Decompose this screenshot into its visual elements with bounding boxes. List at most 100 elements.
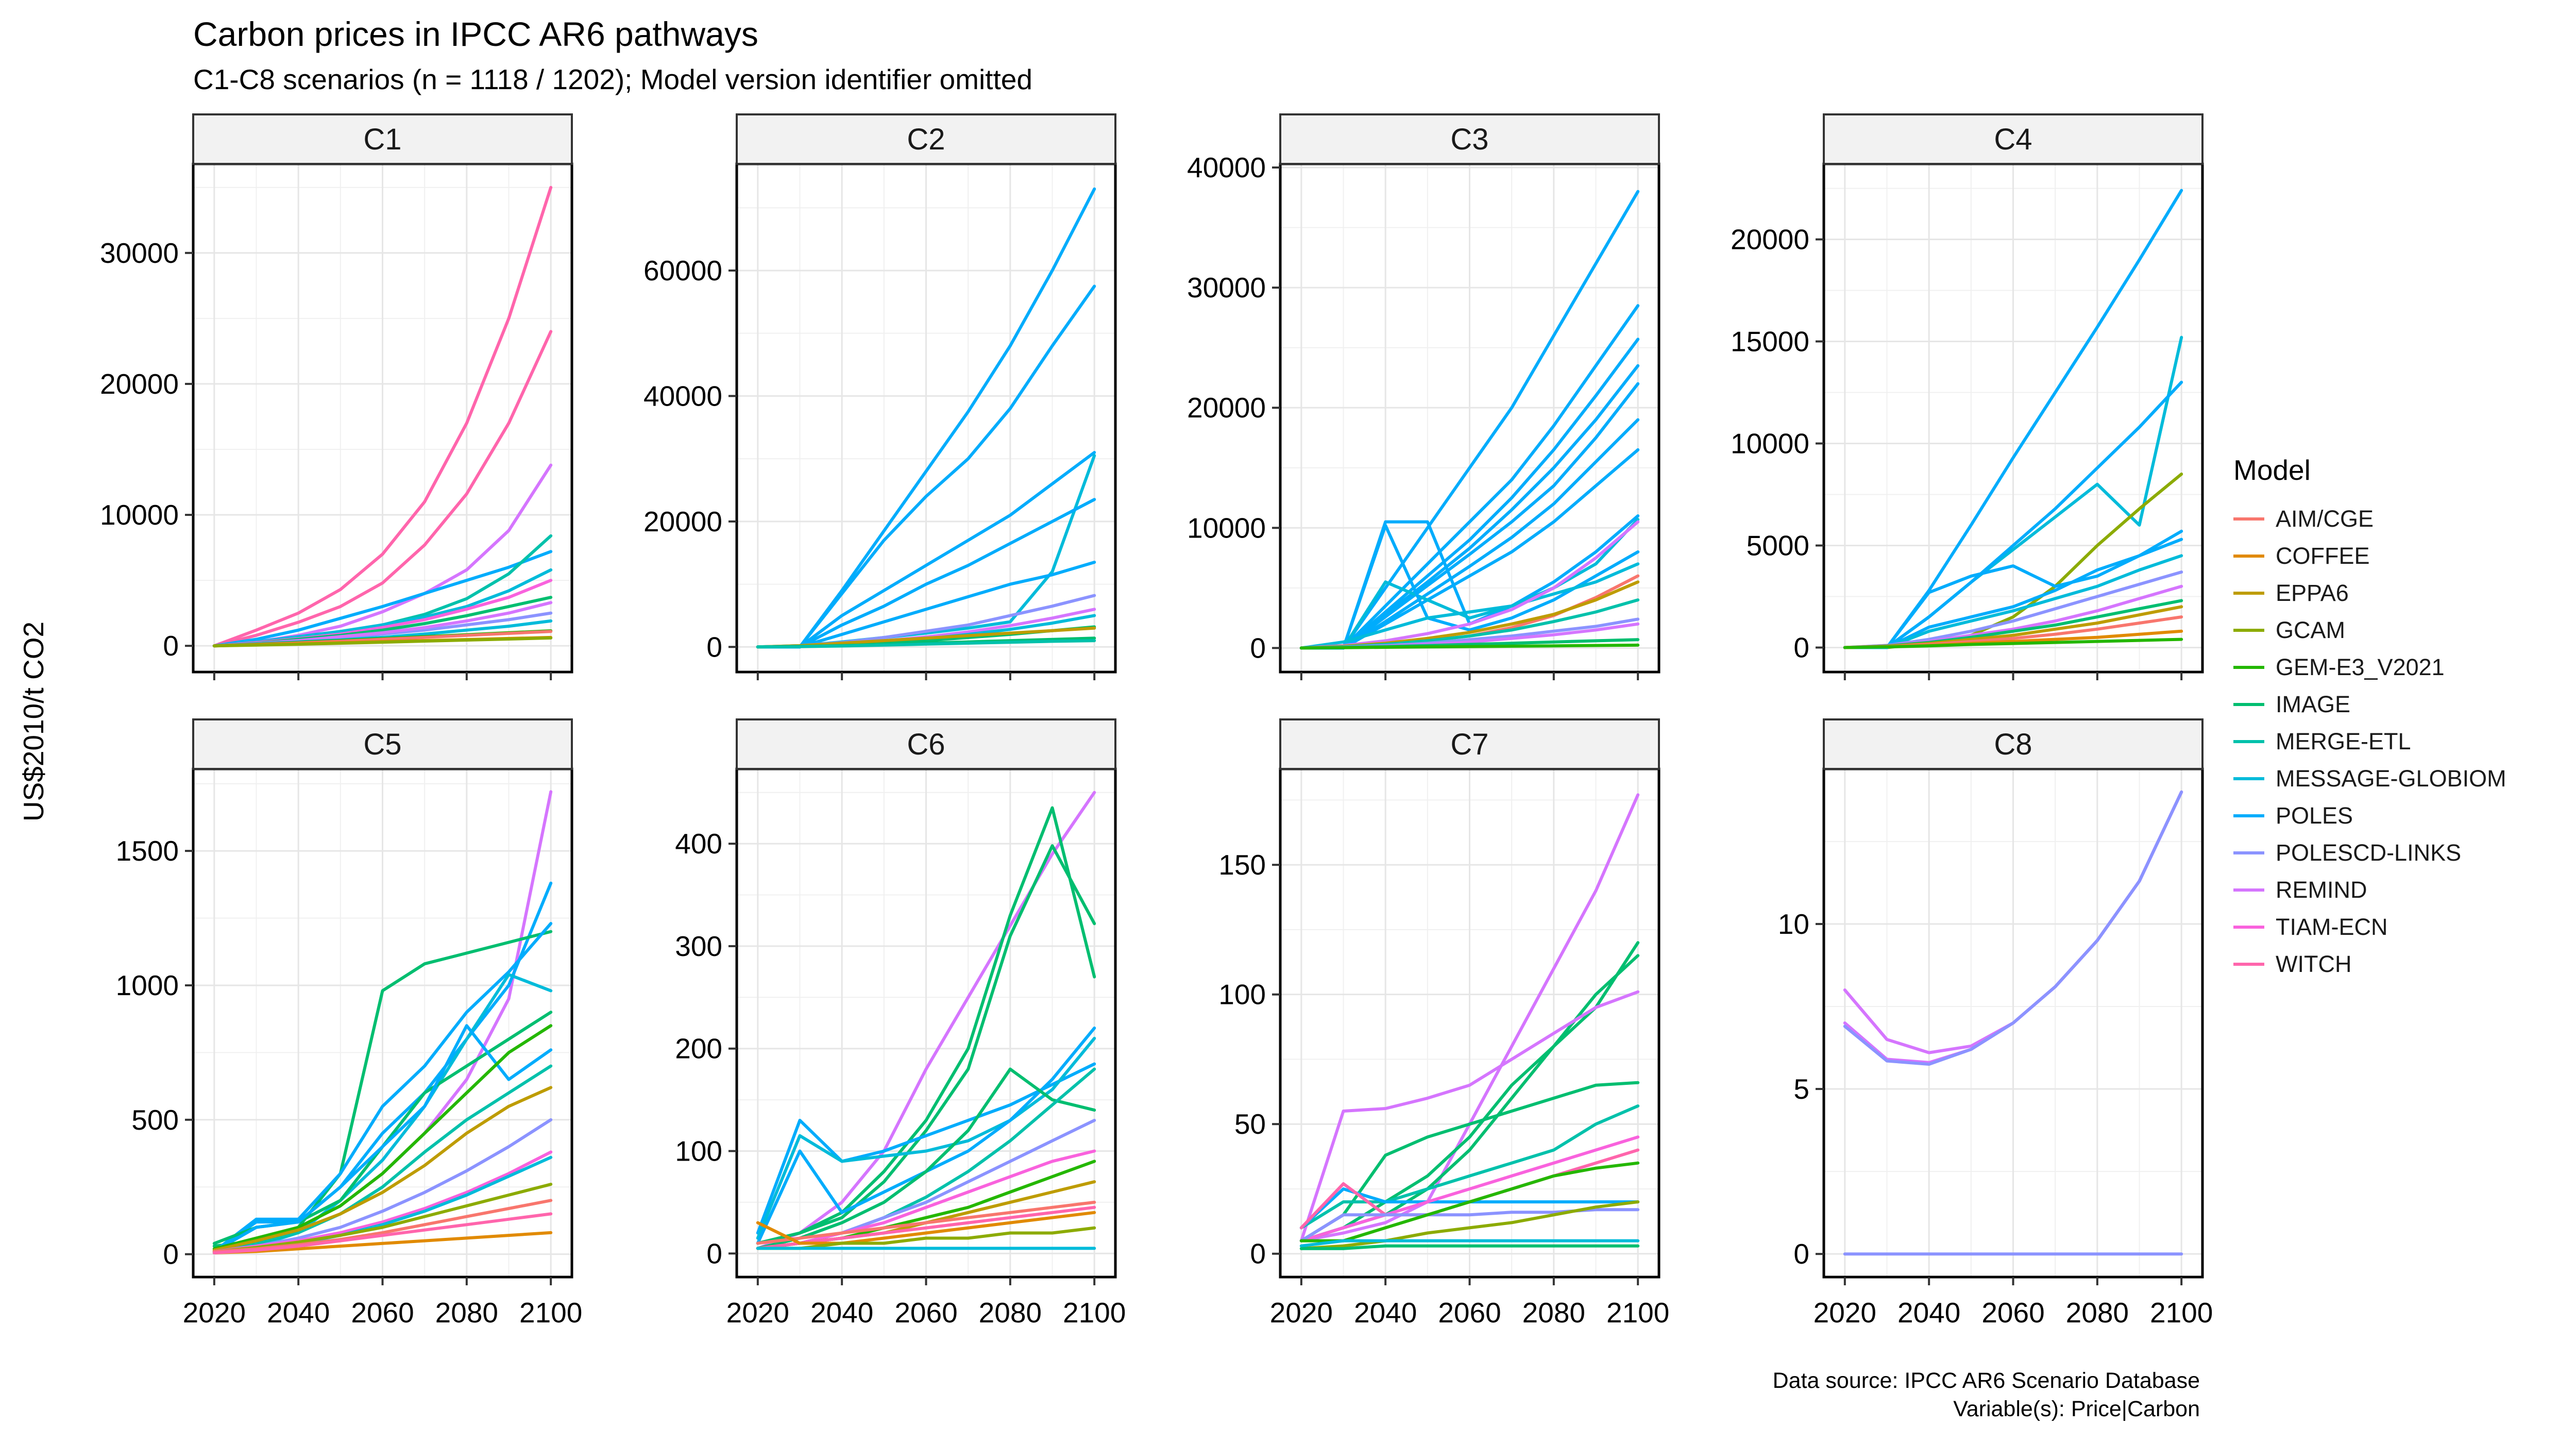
series-line-aim-cge [756, 1200, 1096, 1245]
x-tick-label: 2020 [183, 1297, 246, 1329]
x-tick-label: 2020 [1814, 1297, 1876, 1329]
y-tick-label: 500 [131, 1104, 179, 1136]
series-line-poles [756, 284, 1096, 649]
series-line-poles [756, 498, 1096, 649]
series-line-merge-etl [756, 639, 1096, 649]
y-tick-label: 30000 [100, 237, 179, 269]
series-line-eppa6 [212, 1086, 553, 1252]
series-line-tiam-ecn [756, 1149, 1096, 1250]
panel-C7: C7 0 50 100 150 2020 2040 2060 2080 2100 [1218, 718, 1669, 1329]
series-line-poles [1843, 529, 2183, 649]
legend-item: POLES [2233, 802, 2353, 829]
x-tick-label: 2100 [1606, 1297, 1669, 1329]
series-line-image [1299, 954, 1640, 1243]
x-tick-label: 2080 [979, 1297, 1042, 1329]
legend-label: MERGE-ETL [2276, 728, 2411, 754]
facet-strip [192, 113, 573, 165]
series-line-gem-e3-v2021 [1299, 1161, 1640, 1243]
legend-label: POLESCD-LINKS [2276, 840, 2462, 866]
series-line-gcam [212, 636, 553, 648]
facet-label: C6 [907, 728, 945, 761]
y-tick-label: 10000 [100, 499, 179, 531]
y-tick-label: 5 [1793, 1073, 1809, 1105]
legend-key [2233, 629, 2264, 632]
x-tick-label: 2060 [1438, 1297, 1501, 1329]
panel-C5: C5 0 500 1000 1500 2020 2040 2060 2080 2100 [116, 718, 582, 1329]
x-tick-label: 2080 [1522, 1297, 1585, 1329]
y-tick-label: 10 [1778, 908, 1809, 940]
y-tick-label: 150 [1218, 849, 1266, 881]
series-line-witch [212, 1212, 553, 1254]
facet-strip [736, 718, 1116, 770]
x-tick-label: 2020 [726, 1297, 789, 1329]
legend-item: REMIND [2233, 877, 2367, 903]
facet-strip [192, 718, 573, 770]
y-tick-label: 50 [1234, 1108, 1266, 1140]
facet-label: C8 [1994, 728, 2032, 761]
legend-item: GCAM [2233, 617, 2345, 643]
series-line-gcam [212, 1183, 553, 1253]
legend-label: MESSAGE-GLOBIOM [2276, 765, 2506, 792]
legend-item: AIM/CGE [2233, 506, 2374, 532]
x-tick-label: 2080 [2066, 1297, 2129, 1329]
facet-strip [1823, 113, 2204, 165]
series-line-gcam [756, 1226, 1096, 1250]
panel-C8: C8 0 5 10 2020 2040 2060 2080 2100 [1778, 718, 2213, 1329]
legend-label: WITCH [2276, 951, 2352, 977]
y-tick-label: 100 [1218, 979, 1266, 1011]
legend-key [2233, 926, 2264, 929]
panel-C3: C3 0 10000 20000 30000 40000 [1187, 113, 1660, 680]
legend-key [2233, 814, 2264, 817]
y-tick-label: 20000 [1187, 392, 1266, 424]
series-line-image [756, 844, 1096, 1245]
y-tick-label: 200 [675, 1033, 722, 1065]
y-tick-label: 10000 [1731, 427, 1809, 459]
legend-item: TIAM-ECN [2233, 914, 2388, 940]
y-tick-label: 1000 [116, 969, 179, 1001]
x-tick-label: 2060 [1981, 1297, 2044, 1329]
x-tick-label: 2060 [894, 1297, 957, 1329]
legend-title: Model [2233, 454, 2311, 486]
legend-label: GCAM [2276, 617, 2345, 643]
facet-label: C3 [1450, 123, 1488, 156]
facet-label: C2 [907, 123, 945, 156]
legend-label: IMAGE [2276, 691, 2351, 717]
series-line-poles [756, 451, 1096, 649]
y-tick-label: 30000 [1187, 272, 1266, 304]
series-line-poles [1843, 380, 2183, 649]
series-line-witch [756, 1205, 1096, 1250]
series-line-gem-e3-v2021 [212, 1024, 553, 1251]
series-line-merge-etl [212, 1064, 553, 1253]
legend-key [2233, 888, 2264, 892]
legend-label: TIAM-ECN [2276, 914, 2388, 940]
legend-key [2233, 851, 2264, 854]
chart-title: Carbon prices in IPCC AR6 pathways [193, 15, 758, 53]
series-line-polescd-links [1843, 790, 2183, 1066]
caption-variable: Variable(s): Price|Carbon [1953, 1397, 2200, 1421]
legend-key [2233, 963, 2264, 966]
series-line-gem-e3-v2021 [1843, 637, 2183, 649]
series-line-tiam-ecn [1299, 1135, 1640, 1243]
legend-key [2233, 666, 2264, 669]
series-line-poles [756, 561, 1096, 649]
legend-label: POLES [2276, 802, 2353, 829]
y-tick-label: 1500 [116, 835, 179, 867]
x-tick-label: 2080 [435, 1297, 498, 1329]
x-tick-label: 2040 [1354, 1297, 1417, 1329]
series-line-merge-etl [1299, 1104, 1640, 1230]
series-line-poles [212, 550, 553, 648]
series-line-image [756, 1067, 1096, 1250]
y-tick-label: 20000 [643, 506, 722, 538]
panel-C1: C1 0 10000 20000 30000 [100, 113, 573, 680]
facet-strip [1279, 113, 1660, 165]
y-tick-label: 0 [706, 1237, 722, 1269]
y-tick-label: 40000 [1187, 152, 1266, 183]
legend-key [2233, 592, 2264, 595]
y-tick-label: 40000 [643, 380, 722, 412]
x-tick-label: 2040 [810, 1297, 873, 1329]
y-tick-label: 300 [675, 930, 722, 962]
y-axis-label: US$2010/t CO2 [18, 621, 49, 822]
y-tick-label: 0 [1250, 1238, 1266, 1270]
